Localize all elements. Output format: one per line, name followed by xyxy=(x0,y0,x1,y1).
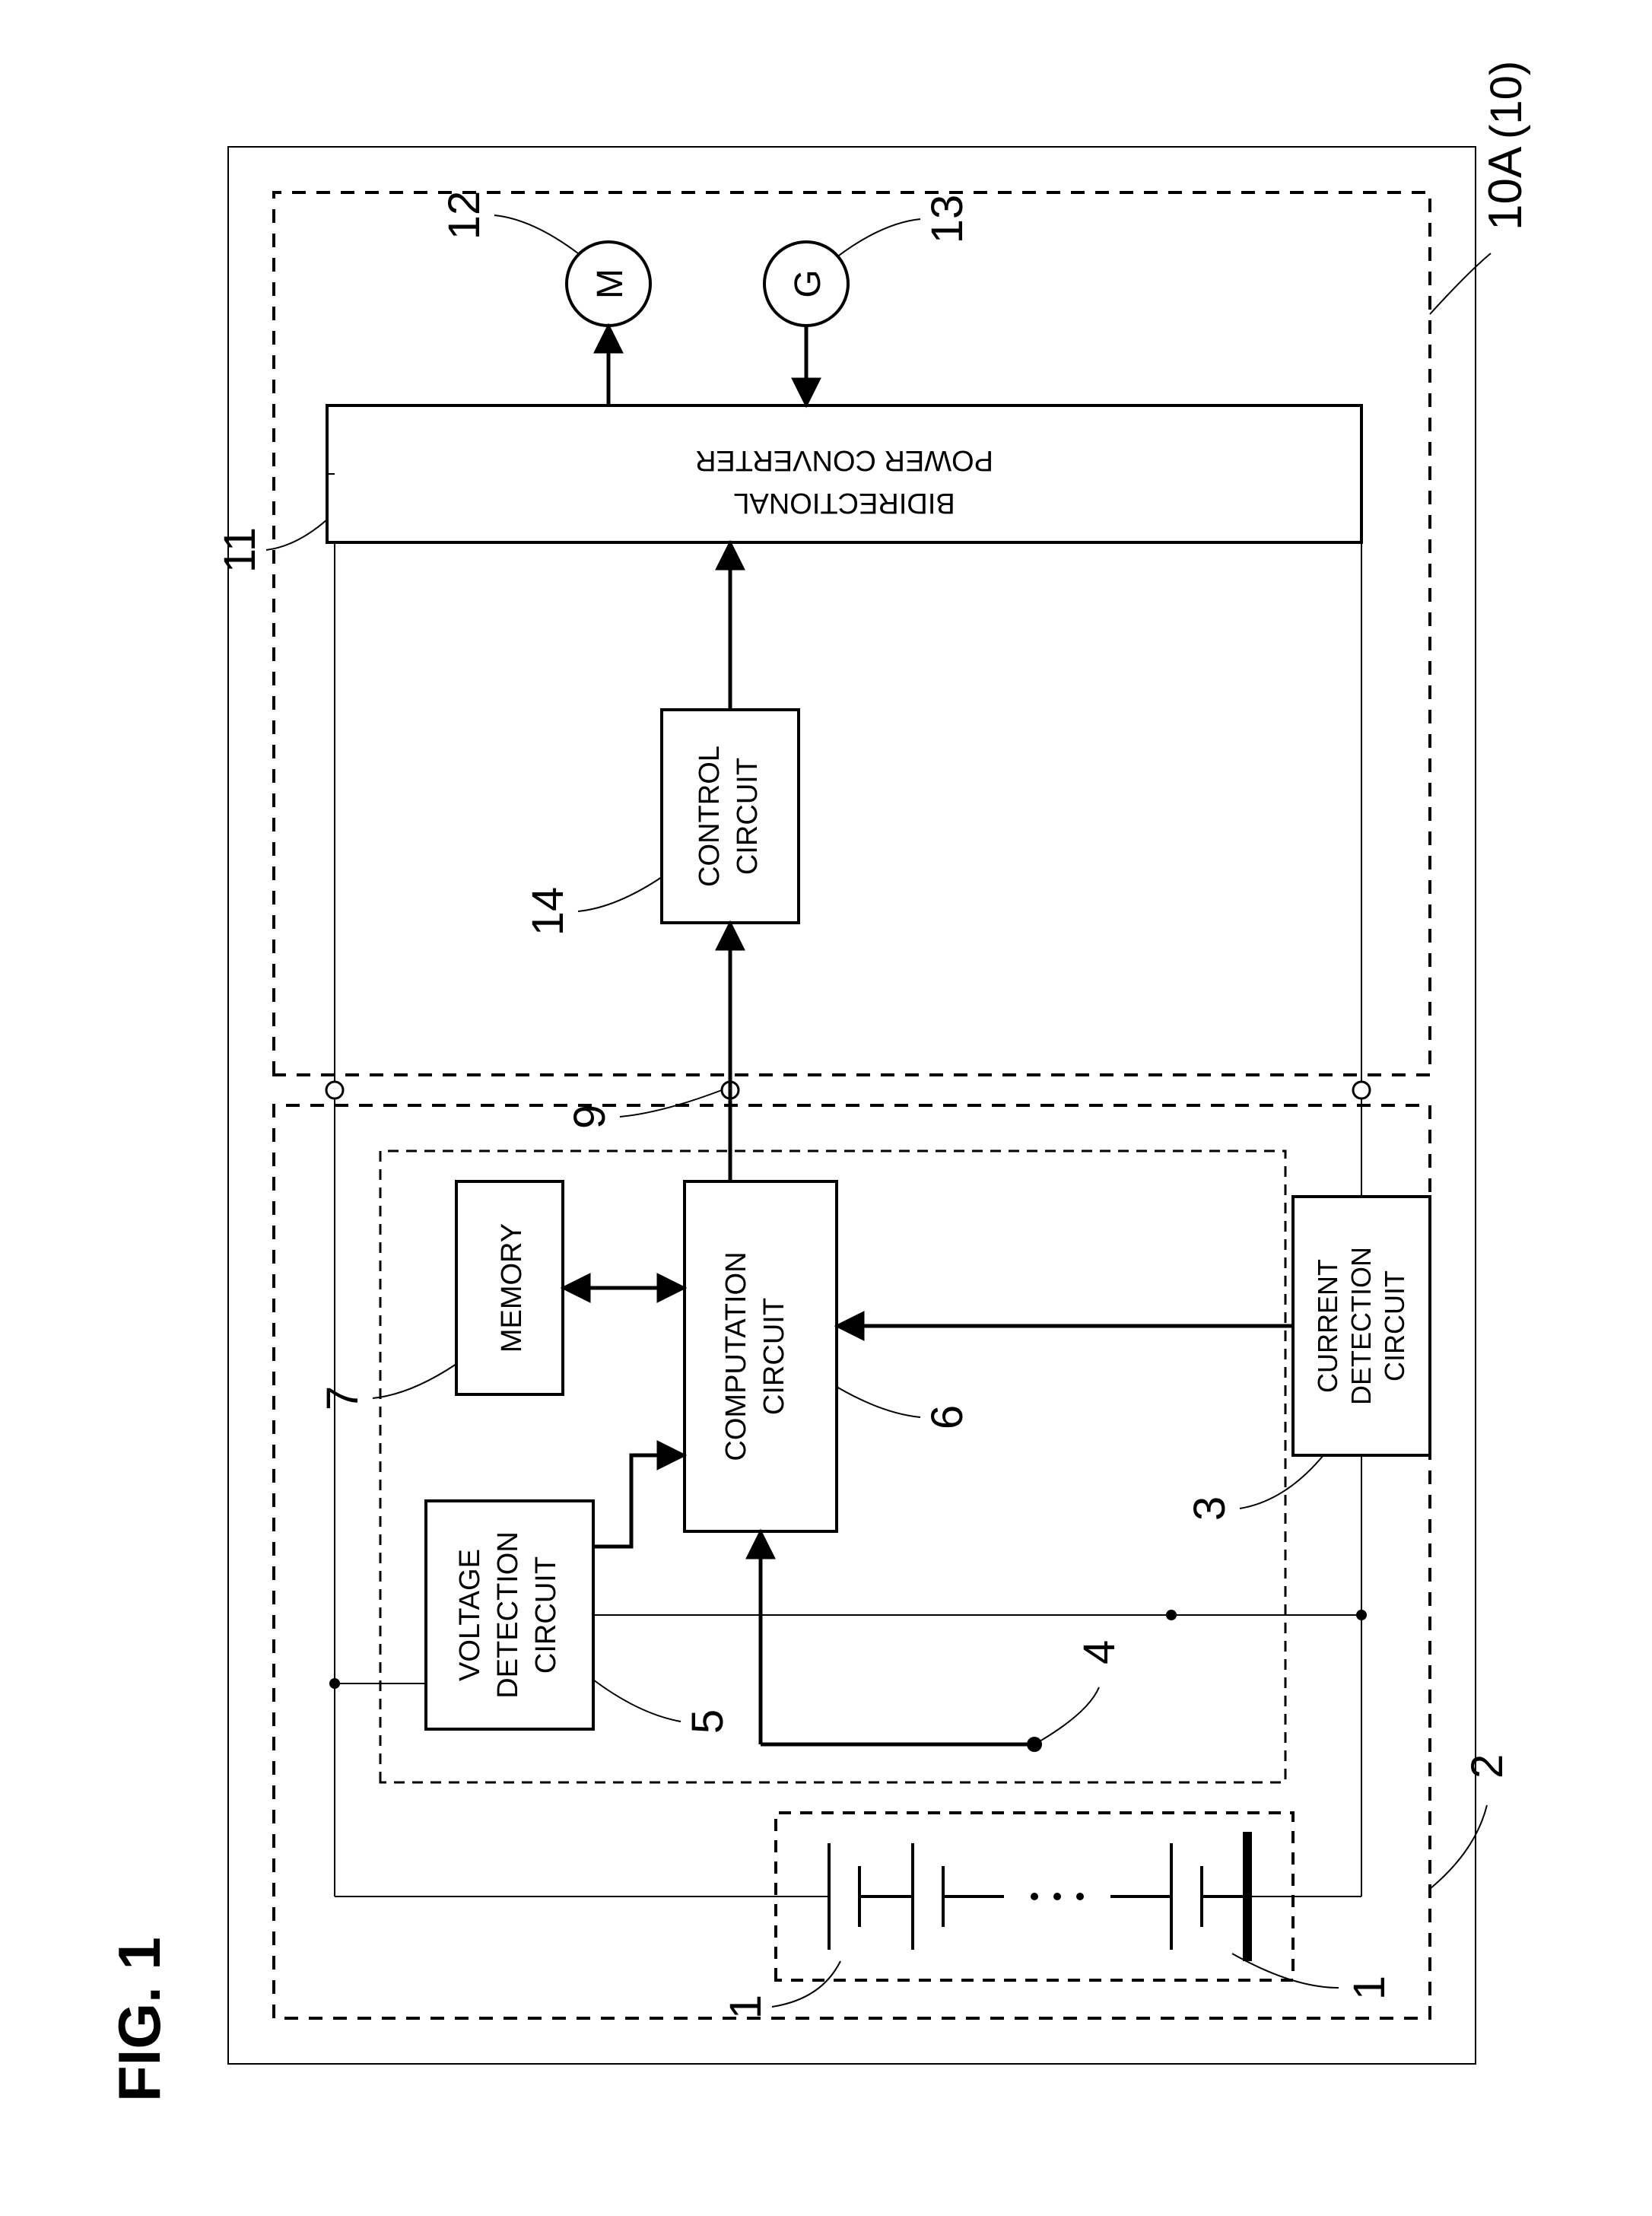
power-rails xyxy=(326,474,1370,1896)
system-label-main: 10A xyxy=(1479,146,1532,231)
control-circuit-block xyxy=(662,710,799,923)
generator-label: G xyxy=(788,269,828,297)
ref-6: 6 xyxy=(923,1405,972,1429)
voltage-detection-l3: CIRCUIT xyxy=(530,1556,562,1674)
current-detection-l1: CURRENT xyxy=(1312,1259,1343,1393)
ref-5: 5 xyxy=(683,1709,732,1734)
power-converter-l2: POWER CONVERTER xyxy=(695,444,993,476)
signal-lines xyxy=(563,326,1293,1744)
battery-module-box xyxy=(274,1105,1430,2018)
callouts: 1 1 2 3 4 5 6 7 9 11 xyxy=(215,61,1532,2019)
ref-9: 9 xyxy=(565,1105,615,1129)
motor-label: M xyxy=(590,269,631,299)
ref-12: 12 xyxy=(440,191,489,240)
control-circuit-l2: CIRCUIT xyxy=(732,758,764,875)
computation-l2: CIRCUIT xyxy=(758,1298,790,1415)
ref-11: 11 xyxy=(215,527,265,573)
current-detection-l2: DETECTION xyxy=(1345,1247,1377,1405)
power-converter-l1: BIDIRECTIONAL xyxy=(733,487,955,519)
figure-label: FIG. 1 xyxy=(106,1937,173,2102)
computation-l1: COMPUTATION xyxy=(720,1251,752,1461)
power-module-box xyxy=(274,192,1430,1075)
current-detection-l3: CIRCUIT xyxy=(1379,1270,1410,1381)
ref-1-bottom: 1 xyxy=(1345,1976,1394,2000)
ref-14: 14 xyxy=(523,887,573,936)
voltage-detection-l2: DETECTION xyxy=(492,1531,524,1699)
ref-1-top: 1 xyxy=(721,1995,770,2019)
control-circuit-l1: CONTROL xyxy=(694,746,726,887)
ref-4: 4 xyxy=(1075,1640,1124,1664)
system-label-paren: (10) xyxy=(1482,61,1531,139)
ref-7: 7 xyxy=(318,1386,367,1410)
voltage-detection-l1: VOLTAGE xyxy=(454,1549,486,1681)
ref-13: 13 xyxy=(923,195,972,244)
ref-3: 3 xyxy=(1185,1496,1234,1521)
memory-l1: MEMORY xyxy=(496,1223,528,1353)
battery-cells xyxy=(829,1832,1247,1961)
ref-2: 2 xyxy=(1463,1754,1512,1779)
